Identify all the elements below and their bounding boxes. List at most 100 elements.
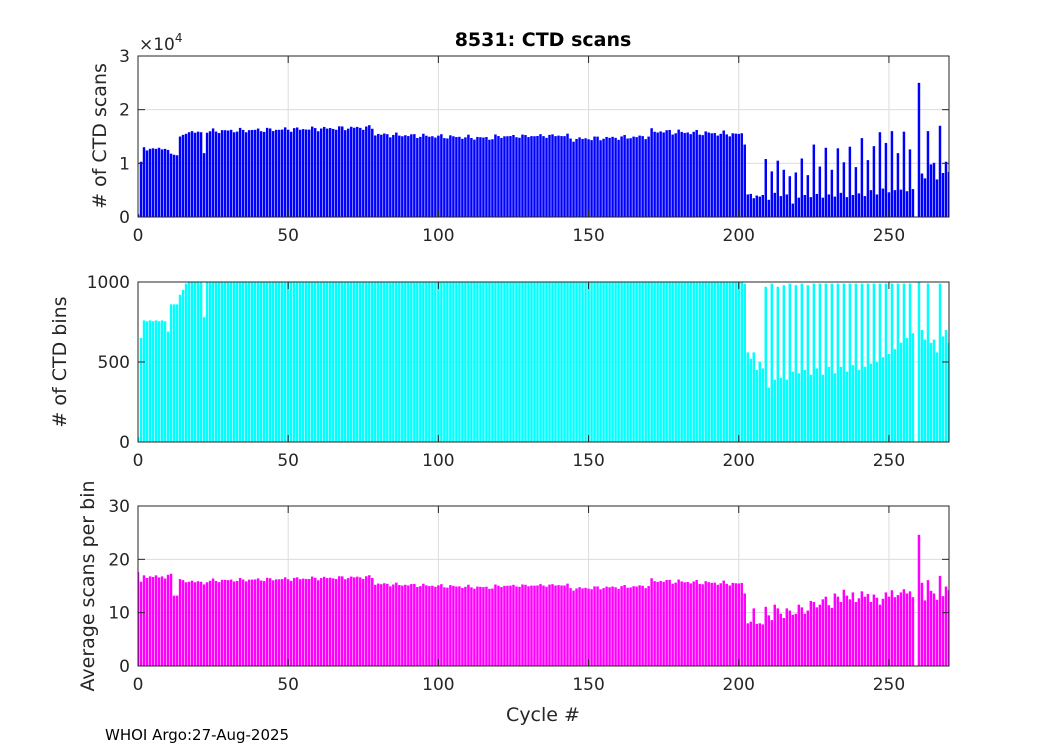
- bar: [761, 624, 765, 666]
- bar: [680, 581, 683, 666]
- bar: [719, 133, 722, 217]
- bar: [497, 585, 500, 666]
- bar: [947, 590, 949, 666]
- bar: [283, 127, 287, 217]
- bar: [277, 129, 281, 217]
- bar: [536, 135, 539, 217]
- bar: [518, 586, 521, 666]
- bar: [220, 130, 224, 217]
- bar: [818, 283, 822, 442]
- bar: [728, 585, 731, 666]
- bar: [638, 135, 641, 217]
- bar: [881, 188, 885, 217]
- bar: [479, 282, 482, 442]
- bar: [274, 129, 278, 217]
- bar: [593, 586, 596, 666]
- bar: [707, 582, 710, 666]
- bar: [166, 574, 170, 666]
- bar: [458, 586, 461, 666]
- bar: [890, 131, 894, 217]
- bar: [470, 137, 473, 217]
- bar: [929, 164, 933, 217]
- bar: [139, 338, 143, 442]
- bar: [368, 282, 371, 442]
- bar: [569, 138, 572, 217]
- bar: [386, 134, 389, 217]
- x-tick-label: 50: [277, 226, 299, 246]
- bar: [941, 336, 945, 442]
- bar: [431, 282, 434, 442]
- bar: [890, 590, 894, 666]
- bar: [533, 282, 536, 442]
- bar: [719, 282, 722, 442]
- bar: [434, 586, 437, 666]
- bar: [232, 581, 236, 666]
- bar: [374, 282, 377, 442]
- bar: [401, 282, 404, 442]
- bar: [286, 579, 290, 666]
- bar: [803, 613, 807, 666]
- bar: [319, 578, 323, 666]
- bar: [734, 133, 737, 217]
- bar: [536, 282, 539, 442]
- bar: [377, 133, 380, 217]
- bar: [289, 580, 293, 666]
- y-exponent-power: 4: [175, 31, 183, 45]
- x-tick-label: 150: [572, 451, 604, 471]
- bar: [923, 600, 927, 666]
- footer-credit: WHOI Argo:27-Aug-2025: [105, 726, 289, 744]
- bar: [533, 136, 536, 217]
- bar: [241, 129, 245, 217]
- bar: [917, 534, 921, 666]
- bar: [551, 134, 554, 217]
- bar: [389, 586, 392, 666]
- bar: [848, 146, 852, 217]
- x-tick-label: 100: [422, 675, 454, 695]
- bar: [449, 135, 452, 217]
- bar: [250, 579, 254, 666]
- bar: [638, 585, 641, 666]
- bar: [797, 604, 801, 666]
- bar: [776, 160, 780, 217]
- bar: [626, 138, 629, 217]
- bar: [884, 283, 888, 442]
- bar: [539, 134, 542, 217]
- bar: [368, 125, 371, 217]
- y-tick-label: 30: [108, 497, 130, 517]
- y-tick-label: 0: [119, 657, 130, 677]
- bar: [590, 140, 593, 217]
- bar: [419, 136, 422, 217]
- bar: [347, 128, 350, 217]
- bar: [788, 283, 792, 442]
- bar: [271, 282, 275, 442]
- bar: [404, 282, 407, 442]
- bar: [566, 282, 569, 442]
- bar: [259, 282, 263, 442]
- x-tick-label: 150: [572, 226, 604, 246]
- y-tick-label: 3: [119, 47, 130, 67]
- bar: [410, 282, 413, 442]
- bar: [265, 282, 269, 442]
- bar: [542, 585, 545, 666]
- bar: [710, 282, 713, 442]
- bar: [650, 128, 653, 217]
- bar: [431, 136, 434, 217]
- bar: [326, 128, 329, 217]
- bar: [800, 283, 804, 442]
- bar: [335, 579, 338, 666]
- bar: [374, 135, 377, 217]
- bar: [875, 362, 879, 442]
- bar: [785, 194, 789, 217]
- bar: [353, 577, 356, 666]
- bar: [704, 282, 707, 442]
- bar: [626, 587, 629, 666]
- bar: [407, 136, 410, 217]
- bar: [217, 133, 221, 217]
- bar: [845, 371, 849, 442]
- bar: [917, 82, 921, 217]
- bar: [350, 282, 353, 442]
- bar: [809, 197, 813, 217]
- bar: [857, 193, 861, 217]
- bar: [482, 587, 485, 666]
- bar: [563, 136, 566, 217]
